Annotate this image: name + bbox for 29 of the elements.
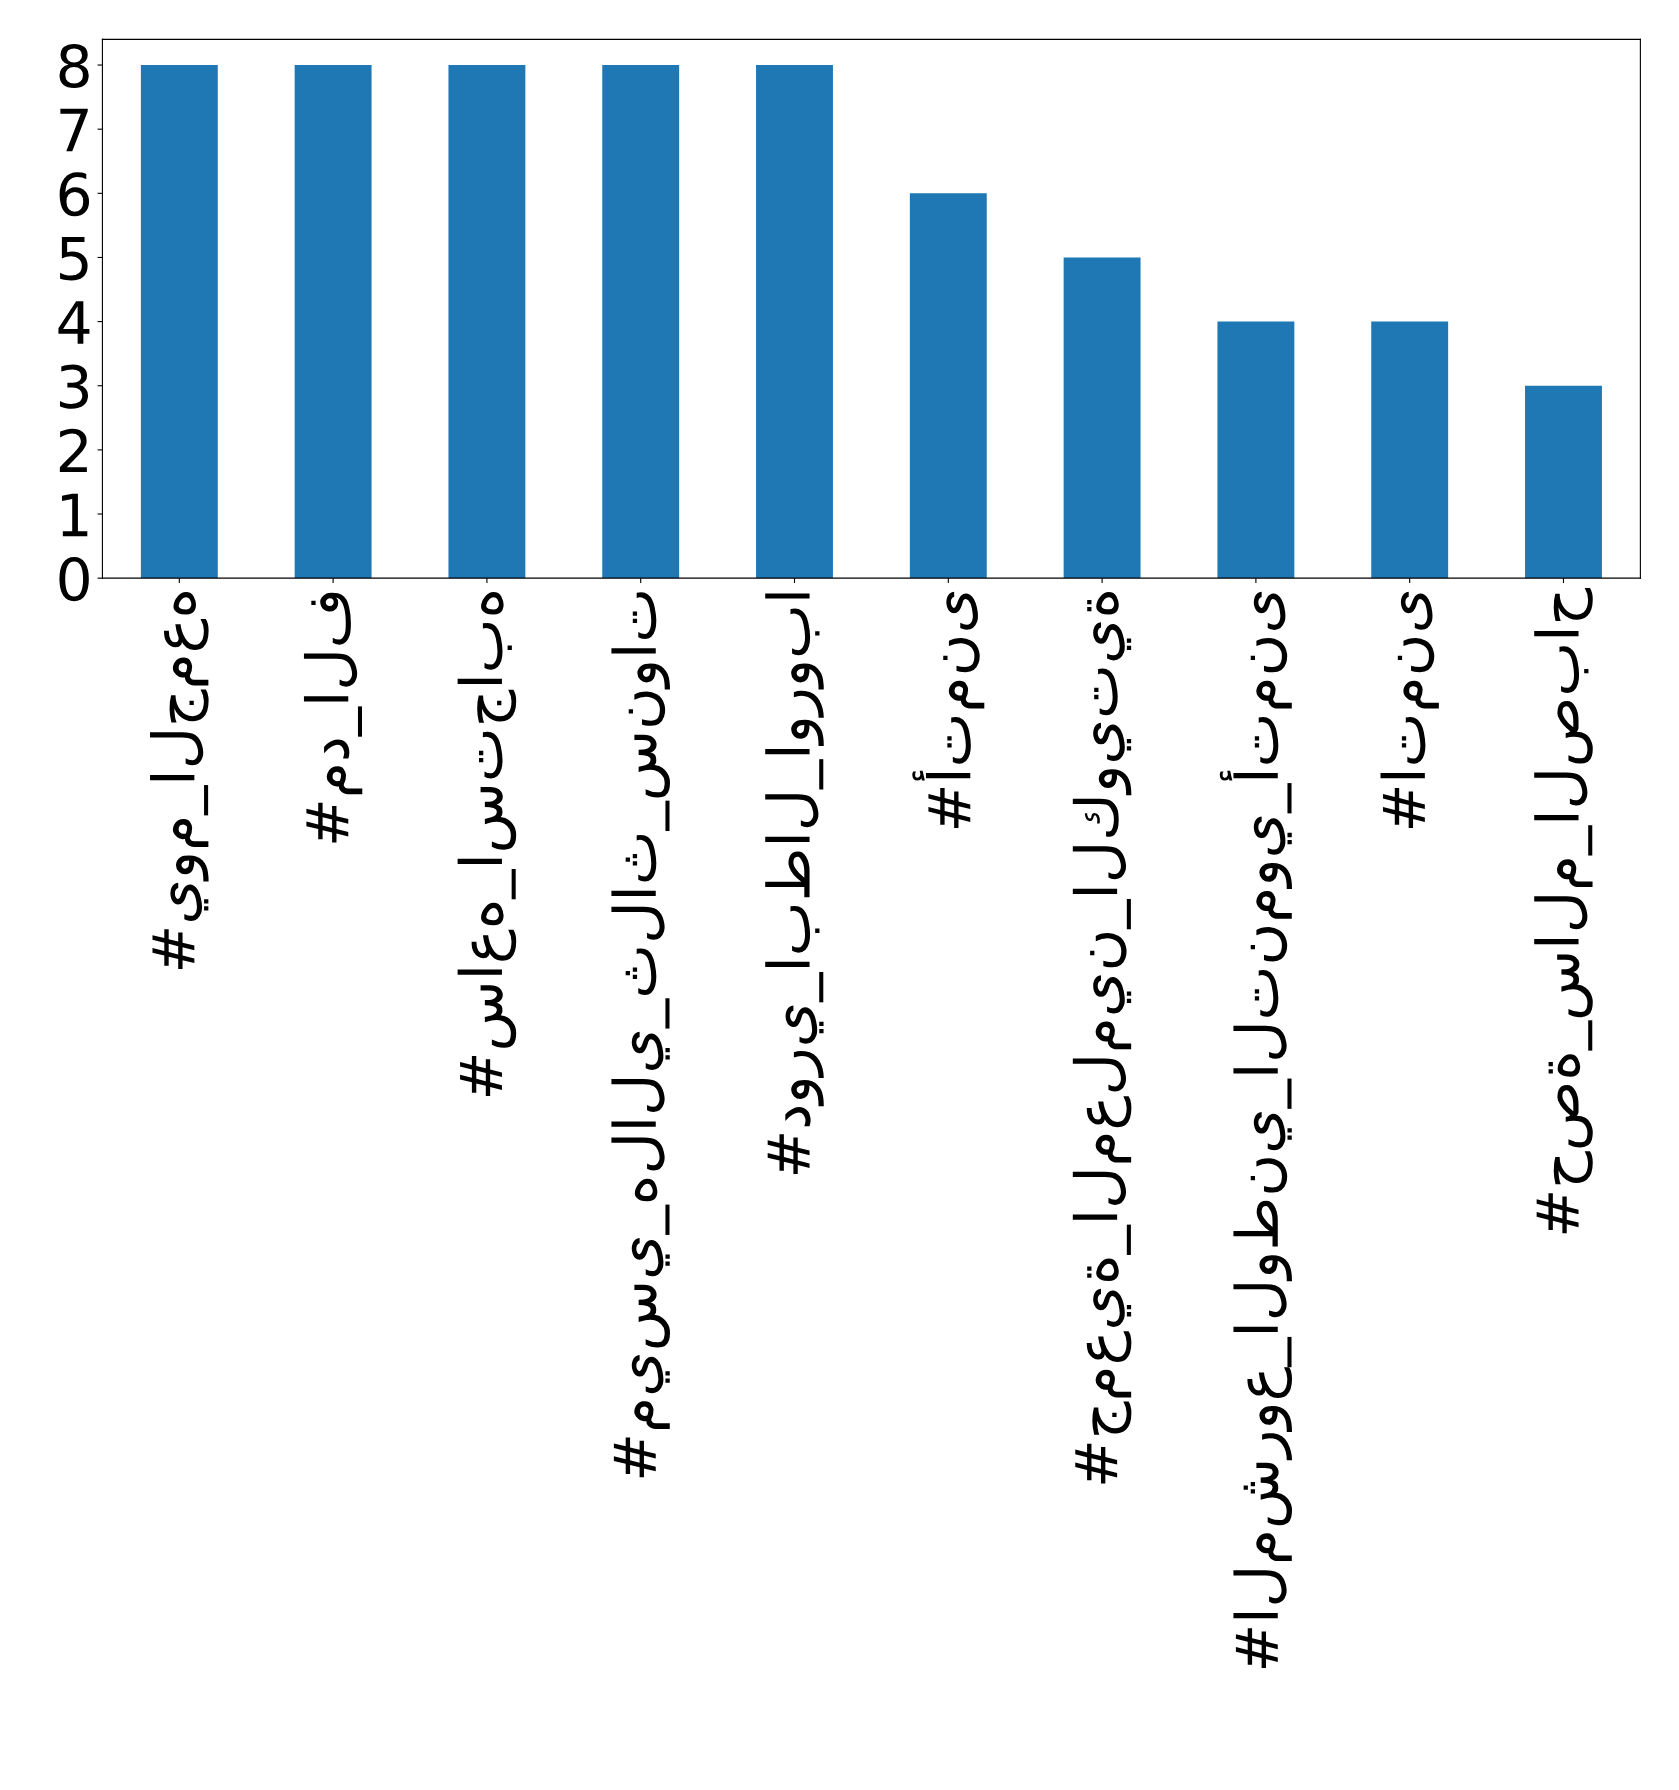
y-tick-label: 8 [59,43,89,89]
x-tick-label: #مد_الف [303,592,363,843]
x-tick-label: #المشروع_الوطني_التنموي_أتمنى [1219,591,1293,1669]
y-tick-label: 4 [58,301,90,344]
bar [294,65,372,579]
bar [1063,257,1141,579]
x-tick-label: #يوم_الجمعه [150,592,209,970]
bar [909,193,987,579]
x-tick-label: #أتمنى [912,591,985,829]
x-tick-label: #حصة_سالم_الصباح [1534,587,1593,1234]
y-tick-label: 1 [61,493,88,537]
y-tick-label: 3 [60,364,89,409]
y-tick-label: 6 [59,172,90,217]
y-tick-label: 5 [60,237,88,281]
x-tick-label: #ميسي_هلالي_ثلاث_سنوات [611,592,670,1478]
bar [756,65,833,579]
x-tick-label: #ساعه_استجابه [457,592,517,1096]
x-tick-label: #جمعية_المعلمين_الكويتية [1072,592,1132,1484]
y-tick-label: 7 [60,108,88,152]
bar [1217,321,1295,579]
x-tick-label: #اتمنى [1380,591,1439,829]
bar [1371,321,1449,579]
x-tick-label: #دوري_ابطال_اوروبا [765,593,824,1175]
y-tick-label: 0 [59,557,89,602]
bar [140,65,218,579]
bar [602,65,680,579]
y-tick-label: 2 [59,428,87,473]
bar [1525,385,1602,579]
bar [448,65,526,579]
